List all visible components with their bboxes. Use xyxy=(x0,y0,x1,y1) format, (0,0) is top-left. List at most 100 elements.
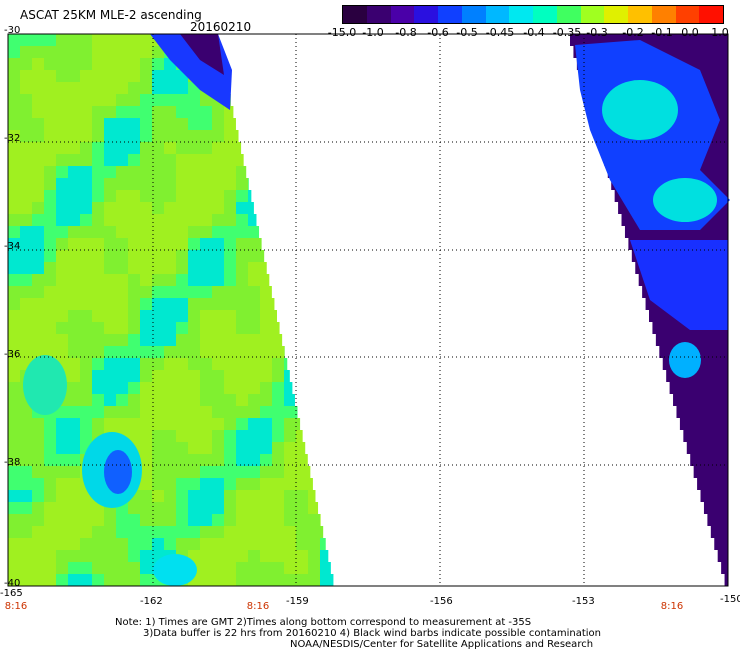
swath-cell xyxy=(104,322,116,334)
swath-cell xyxy=(8,118,20,130)
swath-cell xyxy=(32,310,44,322)
color-scale-label: 1.0 xyxy=(711,26,729,39)
swath-cell xyxy=(68,538,80,550)
swath-cell xyxy=(248,322,260,334)
swath-cell xyxy=(80,154,92,166)
swath-cell xyxy=(128,166,140,178)
swath-cell xyxy=(68,382,80,394)
swath-cell xyxy=(188,334,200,346)
swath-cell xyxy=(284,370,290,382)
swath-cell xyxy=(236,562,248,574)
swath-cell xyxy=(320,574,332,586)
swath-cell xyxy=(92,334,104,346)
swath-cell xyxy=(44,118,56,130)
swath-cell xyxy=(140,406,152,418)
swath-cell xyxy=(68,442,80,454)
swath-cell xyxy=(164,262,176,274)
swath-cell xyxy=(128,82,140,94)
swath-cell xyxy=(284,490,296,502)
swath-cell xyxy=(224,502,236,514)
swath-cell xyxy=(44,502,56,514)
swath-cell xyxy=(236,286,248,298)
swath-cell xyxy=(164,286,176,298)
swath-cell xyxy=(224,562,236,574)
swath-cell xyxy=(20,46,32,58)
swath-cell xyxy=(308,514,320,526)
swath-cell xyxy=(200,142,212,154)
swath-cell xyxy=(212,406,224,418)
swath-cell xyxy=(308,526,320,538)
swath-cell xyxy=(32,574,44,586)
swath-cell xyxy=(80,262,92,274)
swath-cell xyxy=(44,106,56,118)
color-scale-segment xyxy=(628,6,652,23)
swath-cell xyxy=(56,214,68,226)
swath-cell xyxy=(686,442,728,454)
swath-cell xyxy=(164,394,176,406)
swath-cell xyxy=(44,418,56,430)
swath-cell xyxy=(140,358,152,370)
swath-cell xyxy=(296,466,308,478)
swath-cell xyxy=(272,406,284,418)
swath-cell xyxy=(284,562,296,574)
swath-cell xyxy=(272,490,284,502)
swath-cell xyxy=(8,238,20,250)
swath-cell xyxy=(140,550,152,562)
swath-cell xyxy=(44,538,56,550)
swath-cell xyxy=(8,550,20,562)
swath-cell xyxy=(164,370,176,382)
swath-cell xyxy=(260,346,272,358)
swath-cell xyxy=(20,562,32,574)
swath-cell xyxy=(200,466,212,478)
swath-cell xyxy=(56,574,68,586)
swath-cell xyxy=(236,274,248,286)
swath-cell xyxy=(44,286,56,298)
swath-cell xyxy=(80,238,92,250)
swath-cell xyxy=(717,550,728,562)
swath-cell xyxy=(188,226,200,238)
swath-cell xyxy=(248,502,260,514)
swath-cell xyxy=(8,154,20,166)
swath-cell xyxy=(176,502,188,514)
swath-cell xyxy=(284,574,296,586)
swath-cell xyxy=(56,454,68,466)
swath-cell xyxy=(176,202,188,214)
swath-cell xyxy=(200,334,212,346)
swath-cell xyxy=(260,478,272,490)
swath-cell xyxy=(80,166,92,178)
swath-cell xyxy=(116,562,128,574)
swath-cell xyxy=(116,262,128,274)
swath-cell xyxy=(20,310,32,322)
swath-cell xyxy=(164,334,176,346)
swath-cell xyxy=(224,346,236,358)
swath-cell xyxy=(104,190,116,202)
swath-cell xyxy=(212,202,224,214)
swath-cell xyxy=(260,274,270,286)
swath-cell xyxy=(116,46,128,58)
swath-cell xyxy=(8,430,20,442)
swath-cell xyxy=(80,142,92,154)
swath-cell xyxy=(128,214,140,226)
swath-cell xyxy=(20,82,32,94)
swath-cell xyxy=(248,466,260,478)
swath-cell xyxy=(248,562,260,574)
swath-cell xyxy=(68,274,80,286)
swath-cell xyxy=(236,238,248,250)
swath-cell xyxy=(176,430,188,442)
swath-cell xyxy=(92,70,104,82)
swath-cell xyxy=(224,358,236,370)
swath-cell xyxy=(128,538,140,550)
swath-cell xyxy=(152,358,164,370)
swath-cell xyxy=(152,454,164,466)
swath-cell xyxy=(248,454,260,466)
swath-cell xyxy=(176,394,188,406)
swath-cell xyxy=(104,202,116,214)
swath-cell xyxy=(224,178,236,190)
swath-cell xyxy=(272,346,284,358)
swath-cell xyxy=(188,106,200,118)
swath-cell xyxy=(188,166,200,178)
swath-cell xyxy=(92,202,104,214)
swath-cell xyxy=(68,322,80,334)
swath-cell xyxy=(284,382,293,394)
swath-cell xyxy=(152,478,164,490)
